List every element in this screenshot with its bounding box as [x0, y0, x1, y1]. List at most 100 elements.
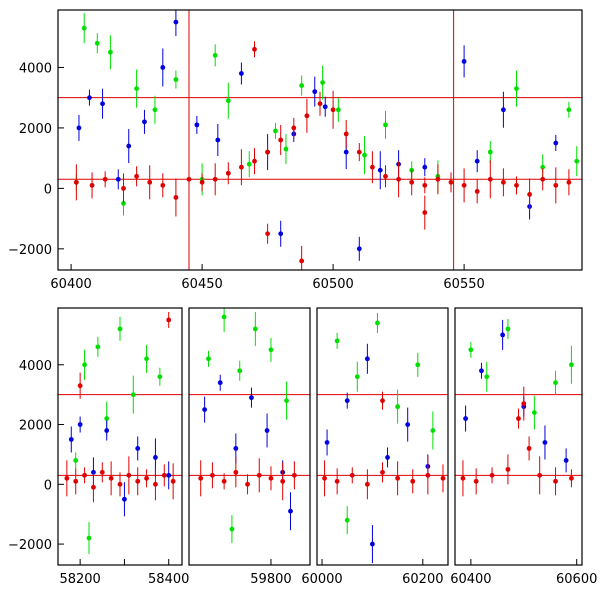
- bottom-segment-frame: [316, 307, 449, 566]
- top-point: [134, 173, 140, 179]
- bottom-seg0-point: [104, 416, 110, 421]
- top-point: [89, 182, 95, 188]
- top-point: [362, 152, 367, 158]
- bottom-seg0-point: [157, 374, 163, 380]
- top-point: [409, 179, 415, 185]
- bottom-seg1-point: [280, 478, 286, 484]
- bottom-seg3-point: [500, 332, 506, 338]
- top-point: [81, 25, 87, 31]
- bottom-seg3-point: [479, 368, 484, 374]
- bottom-seg3-point: [505, 466, 511, 472]
- top-point: [160, 182, 166, 188]
- top-point: [246, 161, 252, 167]
- bottom-seg3-point: [569, 362, 574, 368]
- top-point: [212, 176, 218, 182]
- bottom-seg3-point: [516, 416, 521, 421]
- bottom-seg0-point: [135, 478, 141, 484]
- bottom-seg2-point: [324, 440, 330, 445]
- top-point: [126, 143, 132, 149]
- top-point: [461, 58, 467, 64]
- x-tick-label: 60450: [181, 277, 222, 292]
- bottom-seg0-point: [82, 362, 87, 368]
- bottom-panel: 58200 58400 59800 60000 60200 60400 60600 −2000…: [8, 307, 597, 587]
- bottom-seg3-point: [531, 410, 537, 415]
- bottom-seg1-point: [252, 326, 258, 332]
- bottom-seg1-point: [245, 481, 250, 487]
- bottom-seg3-point: [553, 478, 558, 484]
- top-point: [152, 107, 158, 113]
- top-point: [147, 179, 153, 185]
- bottom-seg0-point: [170, 478, 176, 484]
- y-tick-label: 2000: [19, 122, 52, 137]
- top-point: [265, 231, 270, 237]
- top-point: [121, 185, 126, 191]
- top-point: [278, 137, 284, 143]
- bottom-seg0-point: [153, 481, 158, 487]
- bottom-seg2-point: [440, 475, 446, 481]
- bottom-seg2-point: [385, 455, 390, 460]
- bottom-seg2-point: [364, 481, 370, 487]
- bottom-seg1-point: [268, 347, 274, 353]
- y-tick-label: 0: [44, 182, 52, 197]
- top-point: [173, 19, 179, 25]
- top-point: [435, 176, 441, 182]
- bottom-seg3-point: [468, 347, 474, 353]
- top-point: [461, 182, 467, 188]
- x-tick-label: 58200: [59, 572, 100, 587]
- bottom-seg1-point: [202, 407, 208, 413]
- x-tick-label: 60500: [312, 277, 353, 292]
- bottom-seg0-point: [99, 469, 105, 475]
- top-point: [574, 158, 580, 164]
- top-point: [239, 164, 244, 170]
- top-point: [199, 179, 205, 185]
- bottom-seg2-point: [370, 541, 375, 547]
- bottom-seg1-point: [291, 472, 297, 478]
- bottom-seg3-point: [521, 401, 527, 407]
- bottom-seg1-point: [229, 526, 235, 532]
- bottom-seg0-point: [126, 472, 132, 478]
- bottom-seg0-point: [153, 455, 158, 460]
- top-point: [76, 125, 82, 131]
- x-tick-label: 60200: [402, 572, 443, 587]
- bottom-seg3-point: [484, 374, 490, 380]
- top-point: [356, 149, 362, 155]
- top-point: [540, 164, 546, 170]
- bottom-seg0-point: [73, 458, 79, 463]
- top-point: [566, 179, 572, 185]
- top-point: [273, 128, 278, 134]
- top-point: [448, 179, 454, 185]
- y-tick-label: 4000: [19, 359, 52, 374]
- bottom-seg1-point: [264, 428, 270, 433]
- top-point: [370, 164, 375, 170]
- y-tick-label: 4000: [19, 61, 52, 76]
- top-point: [299, 83, 305, 88]
- bottom-seg2-point: [354, 374, 360, 380]
- bottom-seg0-point: [64, 475, 70, 481]
- top-point: [173, 77, 179, 82]
- bottom-seg0-point: [108, 475, 114, 481]
- bottom-seg3-point: [526, 446, 532, 451]
- bottom-seg0-point: [104, 428, 110, 433]
- top-point: [343, 131, 349, 137]
- x-tick-label: 58400: [148, 572, 189, 587]
- x-tick-label: 59800: [250, 572, 291, 587]
- bottom-seg2-point: [344, 398, 350, 404]
- top-point: [299, 258, 305, 264]
- bottom-seg2-point: [410, 478, 416, 484]
- bottom-seg2-point: [364, 356, 370, 362]
- top-point: [108, 49, 113, 55]
- bottom-seg1-point: [288, 508, 293, 514]
- top-point: [383, 122, 388, 128]
- bottom-seg3-point: [553, 380, 558, 386]
- bottom-seg2-point: [322, 475, 327, 481]
- top-point: [142, 119, 147, 125]
- bottom-seg0-point: [166, 472, 172, 478]
- bottom-segment-frame: [57, 307, 183, 566]
- top-point: [335, 107, 341, 113]
- top-point: [215, 137, 221, 143]
- bottom-seg0-point: [73, 478, 79, 484]
- top-point: [474, 158, 480, 164]
- top-point: [422, 182, 428, 188]
- y-tick-label: 2000: [19, 419, 52, 434]
- bottom-seg0-point: [82, 472, 87, 478]
